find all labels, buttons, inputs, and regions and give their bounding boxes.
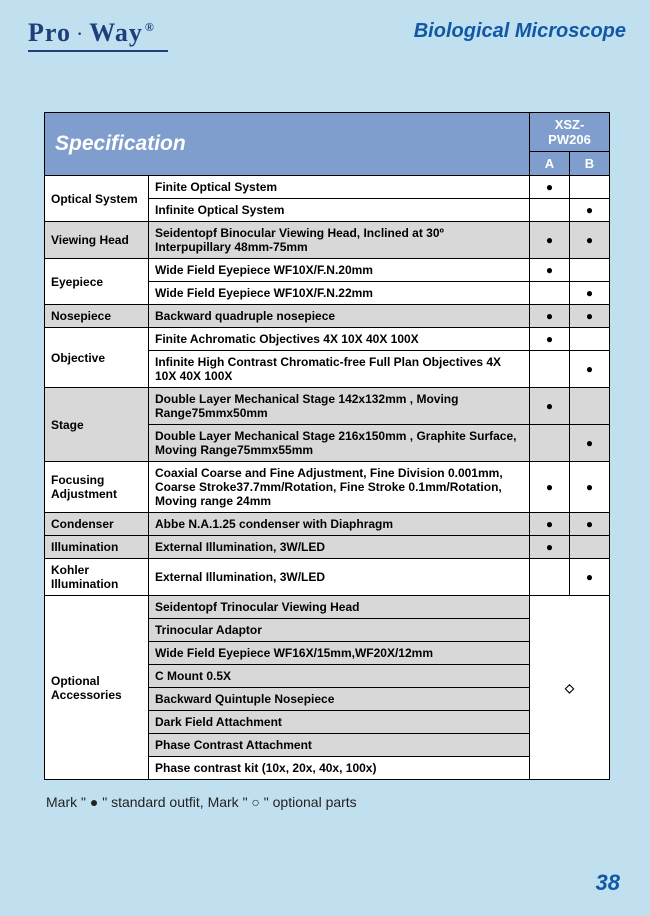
- brand-part1: Pro: [28, 18, 71, 47]
- mark: ●: [530, 222, 570, 259]
- brand-part2: Way: [89, 18, 143, 47]
- mark: ●: [530, 536, 570, 559]
- mark: [530, 199, 570, 222]
- mark: [570, 259, 610, 282]
- desc-nosepiece: Backward quadruple nosepiece: [149, 305, 530, 328]
- desc-stage-a: Double Layer Mechanical Stage 142x132mm …: [149, 388, 530, 425]
- opt6: Dark Field Attachment: [149, 711, 530, 734]
- mark: ●: [570, 282, 610, 305]
- page-number: 38: [596, 870, 620, 896]
- page-header: Pro·Way® Biological Microscope: [0, 0, 650, 52]
- mark: [570, 536, 610, 559]
- mark: ●: [530, 259, 570, 282]
- desc-condenser: Abbe N.A.1.25 condenser with Diaphragm: [149, 513, 530, 536]
- opt4: C Mount 0.5X: [149, 665, 530, 688]
- desc-finite-os: Finite Optical System: [149, 176, 530, 199]
- mark: ●: [530, 462, 570, 513]
- desc-eyepiece-a: Wide Field Eyepiece WF10X/F.N.20mm: [149, 259, 530, 282]
- desc-kohler: External Illumination, 3W/LED: [149, 559, 530, 596]
- desc-focusing: Coaxial Coarse and Fine Adjustment, Fine…: [149, 462, 530, 513]
- opt7: Phase Contrast Attachment: [149, 734, 530, 757]
- spec-table-container: Specification XSZ-PW206 A B Optical Syst…: [44, 112, 610, 780]
- mark: ●: [570, 559, 610, 596]
- footnote: Mark " ● " standard outfit, Mark " ○ " o…: [46, 794, 650, 810]
- cat-kohler: Kohler Illumination: [45, 559, 149, 596]
- cat-objective: Objective: [45, 328, 149, 388]
- spec-table: Specification XSZ-PW206 A B Optical Syst…: [44, 112, 610, 780]
- opt3: Wide Field Eyepiece WF16X/15mm,WF20X/12m…: [149, 642, 530, 665]
- desc-objective-b: Infinite High Contrast Chromatic-free Fu…: [149, 351, 530, 388]
- mark: ●: [570, 462, 610, 513]
- document-title: Biological Microscope: [414, 20, 626, 43]
- brand-logo: Pro·Way®: [28, 18, 168, 48]
- mark: ●: [570, 199, 610, 222]
- mark: [530, 351, 570, 388]
- cat-eyepiece: Eyepiece: [45, 259, 149, 305]
- mark: ●: [570, 305, 610, 328]
- opt5: Backward Quintuple Nosepiece: [149, 688, 530, 711]
- cat-optional: Optional Accessories: [45, 596, 149, 780]
- mark: [570, 388, 610, 425]
- cat-nosepiece: Nosepiece: [45, 305, 149, 328]
- desc-stage-b: Double Layer Mechanical Stage 216x150mm …: [149, 425, 530, 462]
- mark: ●: [530, 328, 570, 351]
- mark: ●: [530, 388, 570, 425]
- mark: ●: [530, 513, 570, 536]
- logo-underline: [28, 50, 168, 52]
- mark-optional: ◇: [530, 596, 610, 780]
- cat-optical-system: Optical System: [45, 176, 149, 222]
- cat-viewing-head: Viewing Head: [45, 222, 149, 259]
- desc-infinite-os: Infinite Optical System: [149, 199, 530, 222]
- desc-viewing-head: Seidentopf Binocular Viewing Head, Incli…: [149, 222, 530, 259]
- mark: ●: [530, 176, 570, 199]
- desc-illumination: External Illumination, 3W/LED: [149, 536, 530, 559]
- mark: [530, 559, 570, 596]
- logo-block: Pro·Way®: [28, 18, 168, 52]
- brand-dot: ·: [71, 26, 89, 43]
- cat-condenser: Condenser: [45, 513, 149, 536]
- opt2: Trinocular Adaptor: [149, 619, 530, 642]
- cat-focusing: Focusing Adjustment: [45, 462, 149, 513]
- mark: ●: [570, 425, 610, 462]
- col-b-header: B: [570, 152, 610, 176]
- opt8: Phase contrast kit (10x, 20x, 40x, 100x): [149, 757, 530, 780]
- mark: [570, 328, 610, 351]
- mark: ●: [530, 305, 570, 328]
- desc-eyepiece-b: Wide Field Eyepiece WF10X/F.N.22mm: [149, 282, 530, 305]
- mark: [530, 282, 570, 305]
- registered-mark: ®: [145, 20, 155, 34]
- mark: ●: [570, 222, 610, 259]
- model-header: XSZ-PW206: [530, 113, 610, 152]
- cat-illumination: Illumination: [45, 536, 149, 559]
- desc-objective-a: Finite Achromatic Objectives 4X 10X 40X …: [149, 328, 530, 351]
- opt1: Seidentopf Trinocular Viewing Head: [149, 596, 530, 619]
- col-a-header: A: [530, 152, 570, 176]
- mark: [530, 425, 570, 462]
- mark: ●: [570, 351, 610, 388]
- mark: ●: [570, 513, 610, 536]
- mark: [570, 176, 610, 199]
- spec-title: Specification: [45, 113, 530, 176]
- cat-stage: Stage: [45, 388, 149, 462]
